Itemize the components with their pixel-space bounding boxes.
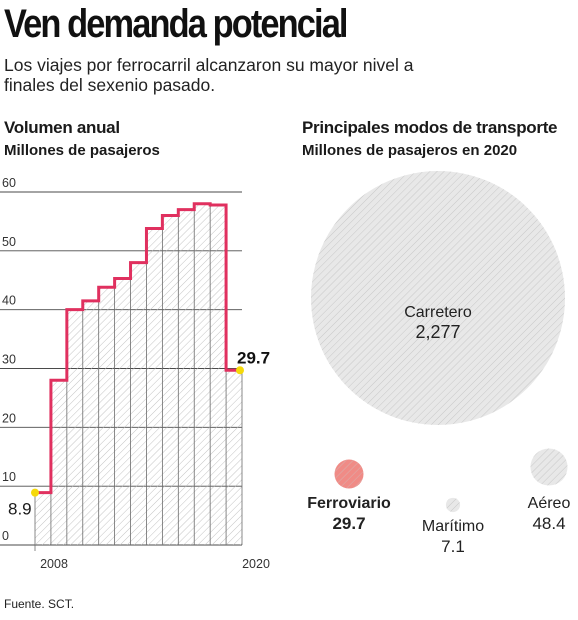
- bubble-value-label: 2,277: [415, 322, 460, 342]
- page-subtitle: Los viajes por ferrocarril alcanzaron su…: [4, 55, 414, 95]
- bubble-value-label: 7.1: [441, 537, 465, 556]
- page-title: Ven demanda potencial: [4, 2, 348, 46]
- step-area: [35, 203, 242, 545]
- y-tick-label: 20: [2, 411, 16, 425]
- left-panel-subheading: Millones de pasajeros: [4, 142, 160, 159]
- bubble-category-label: Aéreo: [528, 495, 571, 512]
- bubble-hatch: [311, 171, 565, 425]
- bubble-hatch: [445, 497, 461, 513]
- bubble-value-label: 48.4: [532, 514, 565, 533]
- right-panel-heading: Principales modos de transporte: [302, 118, 558, 137]
- bubble-category-label: Ferroviario: [307, 495, 391, 512]
- y-tick-label: 50: [2, 235, 16, 249]
- series-line: [35, 202, 242, 495]
- y-tick-label: 40: [2, 294, 16, 308]
- first-data-label: 8.9: [8, 500, 32, 519]
- bubble-hatch: [530, 448, 568, 486]
- x-tick-label: 2020: [242, 557, 270, 571]
- bubble-value-label: 29.7: [332, 514, 365, 533]
- y-tick-label: 10: [2, 470, 16, 484]
- left-panel-heading: Volumen anual: [4, 118, 120, 137]
- y-tick-label: 0: [2, 529, 9, 543]
- bubble-category-label: Carretero: [404, 304, 472, 321]
- y-tick-label: 30: [2, 353, 16, 367]
- right-panel-subheading: Millones de pasajeros en 2020: [302, 142, 518, 159]
- x-tick-label: 2008: [40, 557, 68, 571]
- y-tick-label: 60: [2, 176, 16, 190]
- annual-volume-chart: 0 10 20 30 40 50 60 8.9 29.7 2008 2020: [0, 176, 270, 571]
- source-note: Fuente. SCT.: [4, 597, 75, 611]
- first-point-marker: [31, 488, 39, 497]
- bubble-hatch: [334, 459, 364, 489]
- last-point-marker: [236, 366, 244, 375]
- bubble-category-label: Marítimo: [422, 518, 484, 535]
- last-data-label: 29.7: [237, 348, 270, 367]
